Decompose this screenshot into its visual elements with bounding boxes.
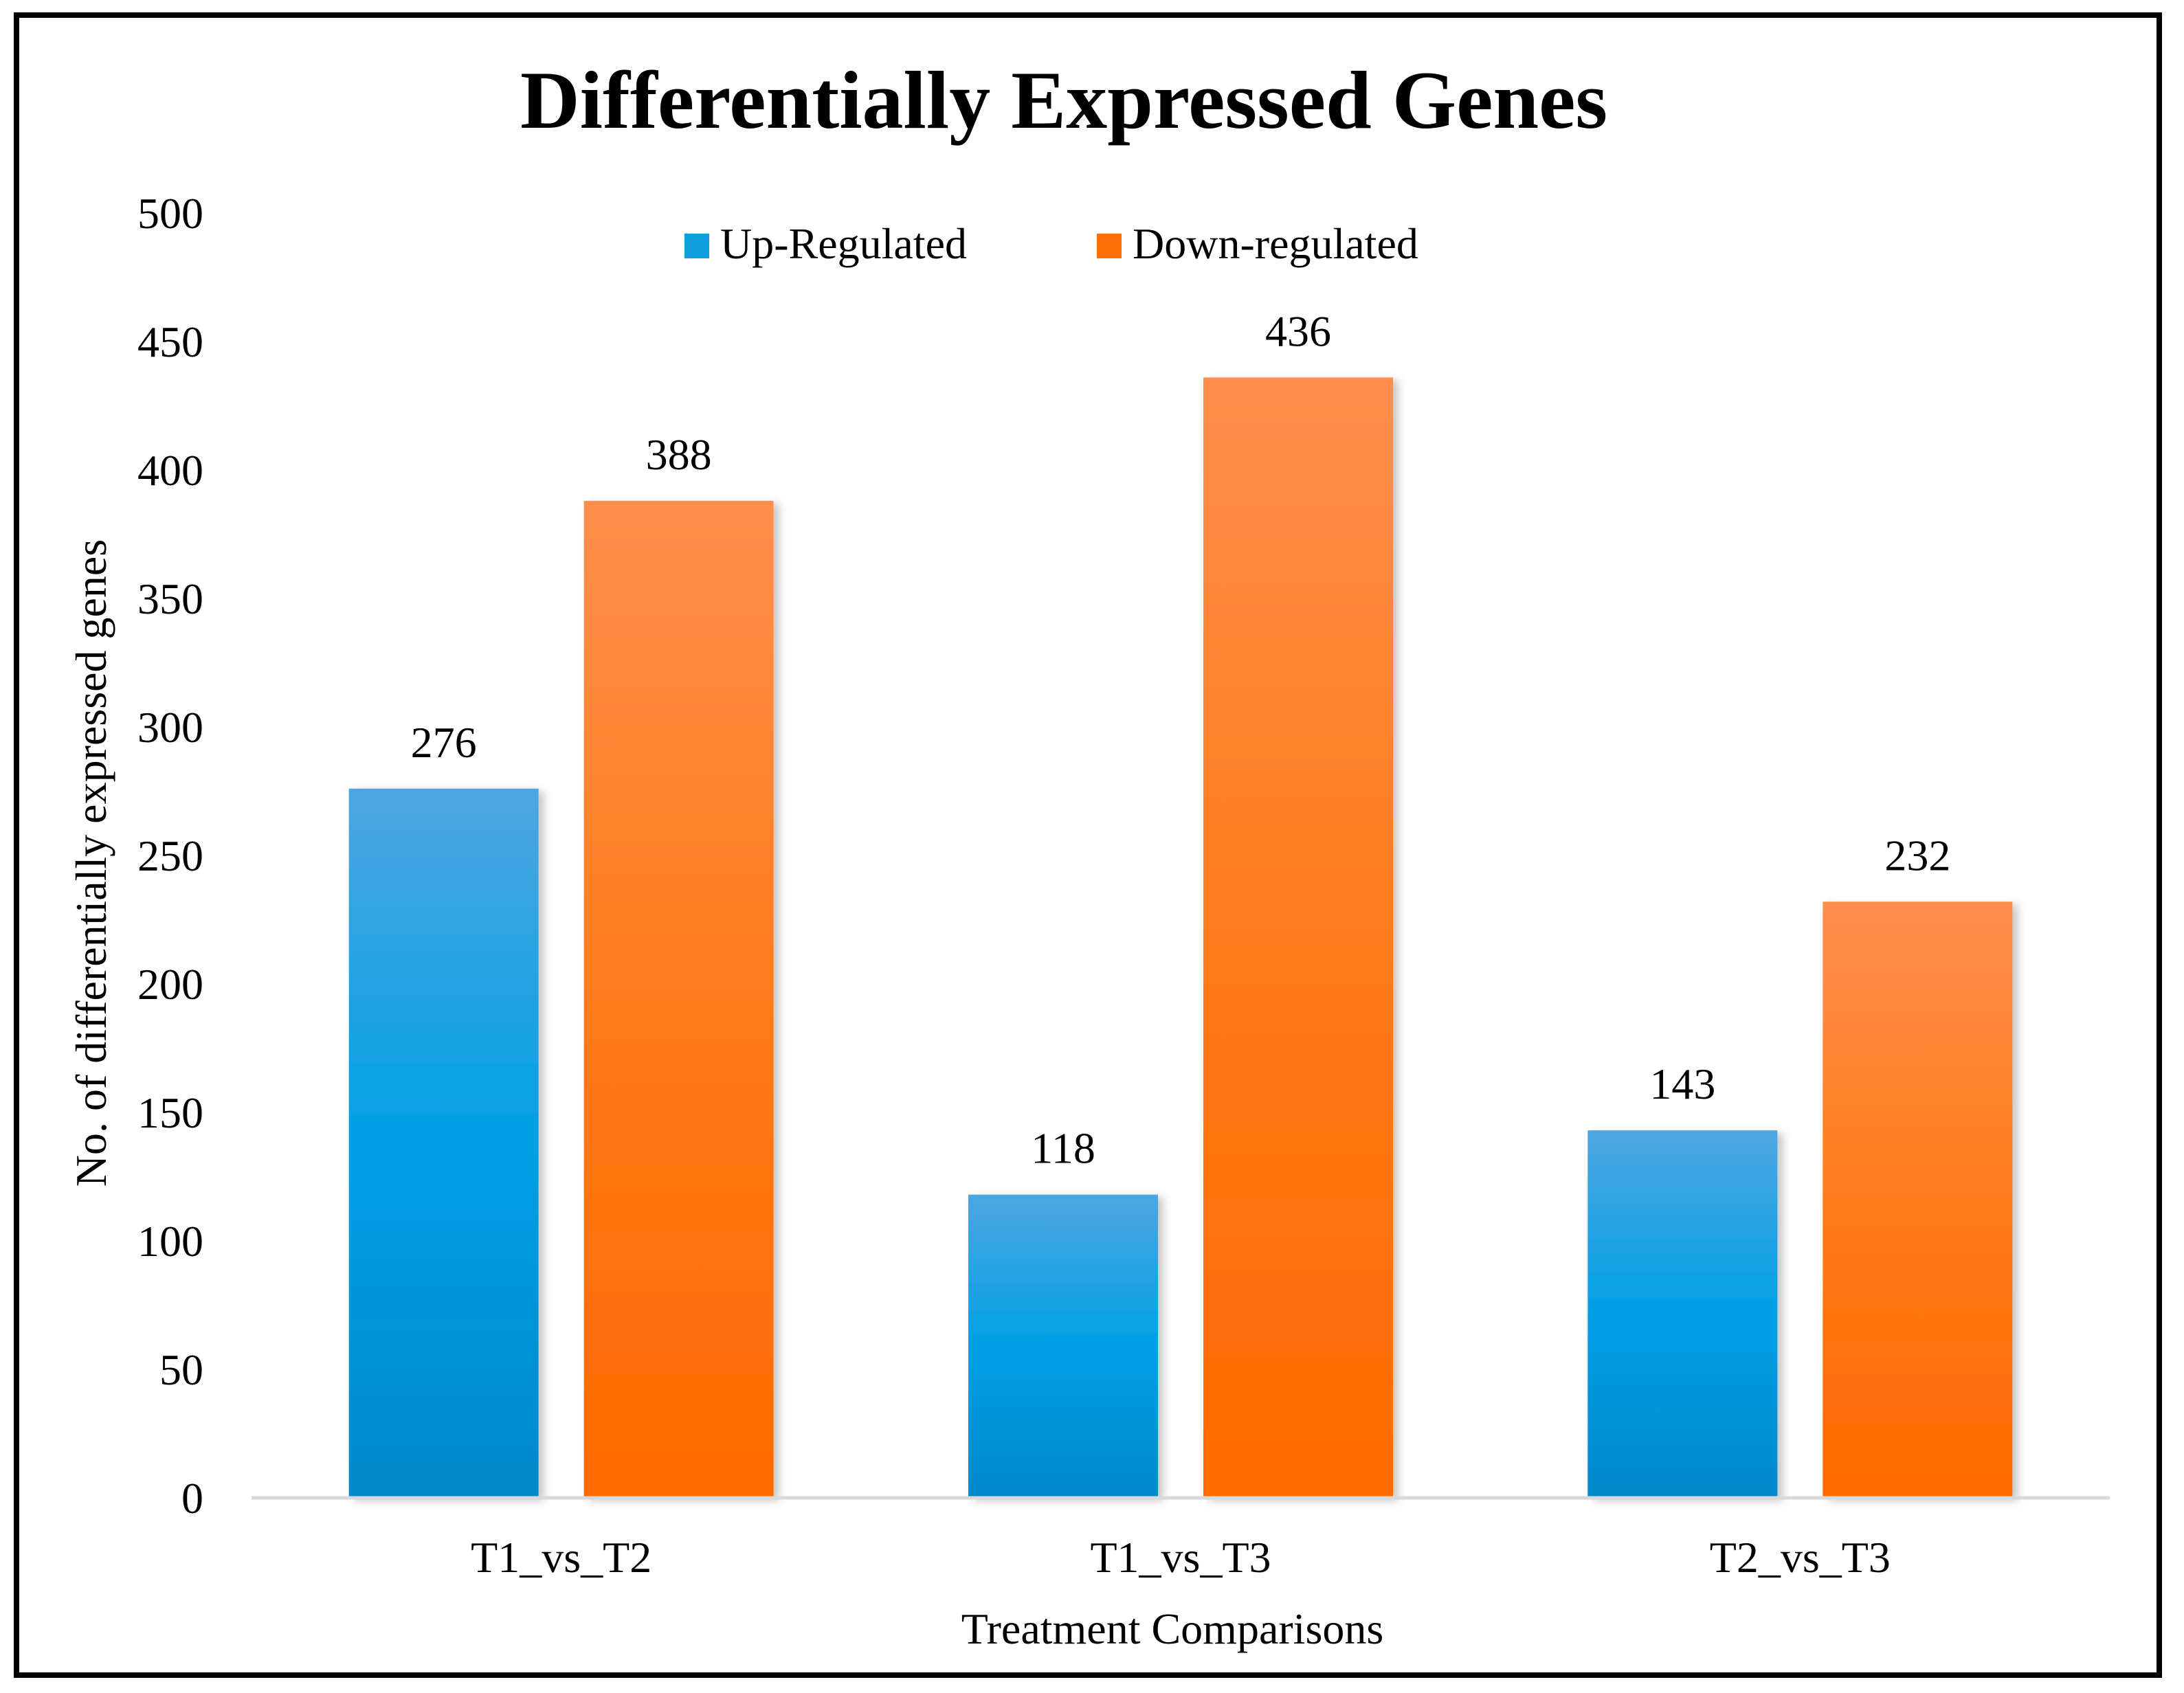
y-tick-label: 100 (137, 1217, 203, 1266)
bar-value-label: 388 (646, 430, 712, 479)
chart-frame: Differentially Expressed Genes Up-Regula… (14, 12, 2162, 1678)
bar-value-label: 276 (411, 718, 477, 767)
x-tick-label: T2_vs_T3 (1710, 1533, 1891, 1582)
y-tick-label: 350 (137, 574, 203, 623)
y-tick-label: 250 (137, 831, 203, 880)
y-tick-label: 0 (181, 1474, 203, 1523)
bar-up-regulated-t1-vs-t2 (348, 788, 539, 1498)
bar-value-labels: 276 388 118 436 143 232 (411, 306, 1951, 1172)
x-tick-label: T1_vs_T3 (1090, 1533, 1271, 1582)
legend-swatch-down-regulated (1097, 234, 1122, 258)
legend: Up-Regulated Down-regulated (684, 219, 1418, 268)
bars (348, 377, 2013, 1498)
chart-title: Differentially Expressed Genes (520, 54, 1607, 146)
y-axis-label: No. of differentially expressed genes (67, 539, 115, 1187)
y-tick-label: 450 (137, 317, 203, 366)
y-tick-label: 500 (137, 189, 203, 238)
legend-label-up-regulated: Up-Regulated (720, 219, 967, 268)
legend-label-down-regulated: Down-regulated (1133, 219, 1418, 268)
x-axis-ticks: T1_vs_T2 T1_vs_T3 T2_vs_T3 (471, 1533, 1891, 1582)
y-axis-ticks: 0 50 100 150 200 250 300 350 400 450 500 (137, 189, 203, 1523)
legend-swatch-up-regulated (684, 234, 709, 258)
y-tick-label: 50 (159, 1345, 203, 1394)
bar-chart: Differentially Expressed Genes Up-Regula… (67, 54, 2110, 1653)
x-tick-label: T1_vs_T2 (471, 1533, 651, 1582)
bar-up-regulated-t1-vs-t3 (968, 1194, 1158, 1498)
x-axis-label: Treatment Comparisons (961, 1604, 1384, 1653)
y-tick-label: 300 (137, 703, 203, 752)
bar-value-label: 143 (1649, 1059, 1715, 1108)
bar-value-label: 436 (1265, 306, 1331, 355)
bar-up-regulated-t2-vs-t3 (1587, 1130, 1778, 1498)
bar-down-regulated-t1-vs-t2 (583, 500, 774, 1498)
y-tick-label: 150 (137, 1088, 203, 1137)
y-tick-label: 400 (137, 446, 203, 495)
y-tick-label: 200 (137, 960, 203, 1009)
bar-down-regulated-t2-vs-t3 (1823, 901, 2013, 1498)
bar-down-regulated-t1-vs-t3 (1203, 377, 1393, 1498)
bar-value-label: 118 (1031, 1124, 1095, 1173)
bar-value-label: 232 (1884, 831, 1950, 879)
